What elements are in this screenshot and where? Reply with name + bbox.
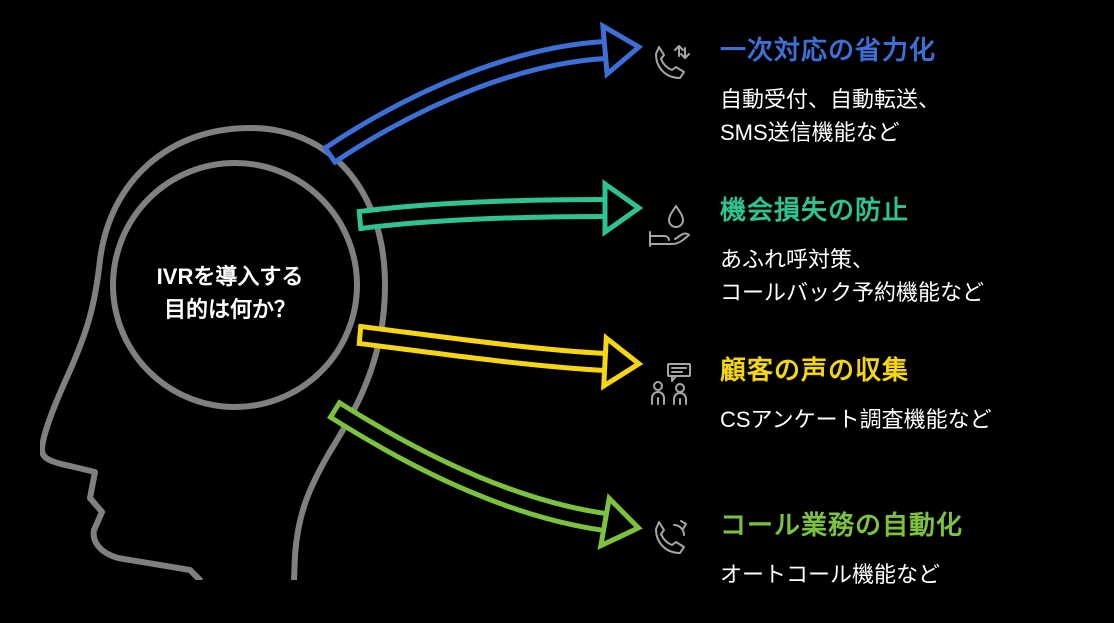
item3-title: 顧客の声の収集 bbox=[720, 350, 1090, 387]
diagram-stage: IVRを導入する 目的は何か？ 一次対応の省力化自動受付、自動転送、 SMS送信… bbox=[0, 0, 1114, 623]
item3-desc: CSアンケート調査機能など bbox=[720, 403, 1090, 436]
item4-title: コール業務の自動化 bbox=[720, 505, 1090, 542]
hand-water-icon bbox=[640, 194, 700, 254]
item4: コール業務の自動化オートコール機能など bbox=[650, 505, 1090, 591]
item1-title: 一次対応の省力化 bbox=[720, 30, 1090, 67]
item2-desc: あふれ呼対策、 コールバック予約機能など bbox=[720, 243, 1090, 309]
arrow-2 bbox=[359, 184, 639, 232]
item2: 機会損失の防止あふれ呼対策、 コールバック予約機能など bbox=[650, 190, 1090, 309]
phone-forward-icon bbox=[640, 509, 700, 569]
item3: 顧客の声の収集 CSアンケート調査機能など bbox=[650, 350, 1090, 436]
arrow-3 bbox=[359, 324, 640, 388]
item1-desc: 自動受付、自動転送、 SMS送信機能など bbox=[720, 83, 1090, 149]
item1: 一次対応の省力化自動受付、自動転送、 SMS送信機能など bbox=[650, 30, 1090, 149]
people-chat-icon bbox=[640, 354, 700, 414]
item4-desc: オートコール機能など bbox=[720, 558, 1090, 591]
arrow-1 bbox=[324, 23, 641, 164]
arrow-4 bbox=[329, 401, 642, 552]
phone-outgoing-icon bbox=[640, 34, 700, 94]
item2-title: 機会損失の防止 bbox=[720, 190, 1090, 227]
